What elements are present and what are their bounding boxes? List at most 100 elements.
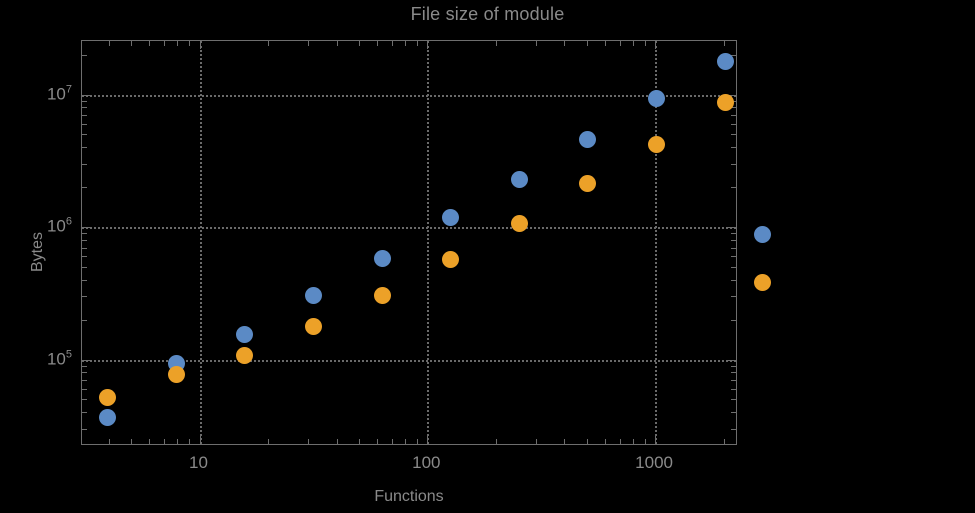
y-tick-right: [731, 372, 736, 374]
y-tick: [82, 365, 87, 367]
data-point: [236, 346, 254, 364]
x-tick: [358, 439, 360, 444]
y-tick-right: [731, 107, 736, 109]
data-point: [647, 89, 665, 107]
y-tick: [82, 380, 87, 382]
x-tick: [723, 439, 725, 444]
x-tick: [633, 439, 635, 444]
x-tick: [619, 439, 621, 444]
data-point: [167, 365, 185, 383]
y-tick-right: [731, 134, 736, 136]
y-tick-right: [731, 319, 736, 321]
y-tick: [82, 94, 91, 96]
y-tick-right: [731, 412, 736, 414]
x-tick-top: [723, 41, 725, 46]
data-point: [647, 135, 665, 153]
x-tick-top: [644, 41, 646, 46]
y-tick-right: [731, 239, 736, 241]
x-tick-top: [564, 41, 566, 46]
x-tick: [148, 439, 150, 444]
y-tick: [82, 134, 87, 136]
y-tick: [82, 239, 87, 241]
y-tick-right: [731, 163, 736, 165]
x-tick-label: 100: [412, 453, 441, 472]
y-tick: [82, 233, 87, 235]
x-tick: [177, 439, 179, 444]
gridline-horizontal: [82, 359, 736, 362]
y-tick-label: 105: [46, 348, 72, 368]
x-tick-top: [148, 41, 150, 46]
x-tick: [495, 439, 497, 444]
x-tick: [427, 436, 429, 444]
y-tick-right: [727, 227, 736, 228]
y-tick-right: [731, 247, 736, 249]
x-tick: [308, 439, 310, 444]
data-point: [754, 273, 772, 291]
x-tick: [199, 436, 201, 444]
x-tick: [189, 439, 191, 444]
y-tick-right: [727, 359, 736, 361]
data-point: [442, 250, 460, 268]
x-tick: [655, 436, 657, 444]
y-axis-title: Bytes: [29, 232, 46, 273]
y-tick: [82, 107, 87, 109]
x-tick-top: [392, 41, 393, 46]
y-tick: [82, 256, 87, 258]
y-tick: [82, 372, 87, 374]
x-tick: [376, 439, 378, 444]
x-tick: [336, 439, 338, 444]
x-tick-top: [427, 41, 429, 49]
y-tick-right: [731, 266, 736, 268]
data-point: [442, 209, 460, 227]
y-tick-right: [727, 94, 736, 96]
x-tick-label: 10: [189, 453, 208, 472]
data-point: [579, 130, 597, 148]
y-tick-right: [731, 115, 736, 117]
data-point: [305, 286, 323, 304]
x-axis-title: Functions: [374, 488, 444, 505]
y-tick-right: [731, 365, 736, 367]
x-tick-top: [108, 41, 110, 46]
y-tick: [82, 100, 87, 102]
x-tick-top: [633, 41, 635, 46]
data-point: [510, 170, 528, 188]
data-point: [579, 174, 597, 192]
y-tick-label: 106: [46, 215, 72, 236]
y-tick-right: [731, 233, 736, 235]
data-point: [373, 249, 391, 267]
data-point: [510, 214, 528, 232]
y-tick: [82, 115, 87, 117]
x-tick-top: [376, 41, 378, 46]
y-tick-label: 107: [46, 83, 72, 103]
y-tick: [82, 428, 87, 430]
y-tick: [82, 163, 87, 165]
x-tick: [130, 439, 132, 444]
x-tick: [268, 439, 270, 444]
y-tick: [82, 359, 91, 361]
x-tick: [586, 439, 588, 444]
y-tick: [82, 227, 91, 228]
x-tick-top: [535, 41, 537, 46]
x-tick-top: [495, 41, 497, 46]
y-tick-right: [731, 279, 736, 281]
y-tick-right: [731, 54, 736, 56]
x-tick: [604, 439, 606, 444]
x-tick: [535, 439, 537, 444]
x-tick-top: [358, 41, 360, 46]
y-tick: [82, 388, 87, 390]
y-tick-right: [731, 147, 736, 149]
y-tick-right: [731, 380, 736, 382]
y-tick-right: [731, 428, 736, 430]
chart-title: File size of module: [410, 4, 565, 24]
data-point: [305, 317, 323, 335]
x-tick-top: [164, 41, 166, 46]
y-tick-right: [731, 296, 736, 298]
y-tick: [82, 187, 87, 189]
gridline-vertical: [427, 41, 430, 444]
data-point: [236, 325, 254, 343]
x-tick: [108, 439, 110, 444]
x-tick-top: [604, 41, 606, 46]
x-tick-top: [268, 41, 270, 46]
x-tick-top: [130, 41, 132, 46]
